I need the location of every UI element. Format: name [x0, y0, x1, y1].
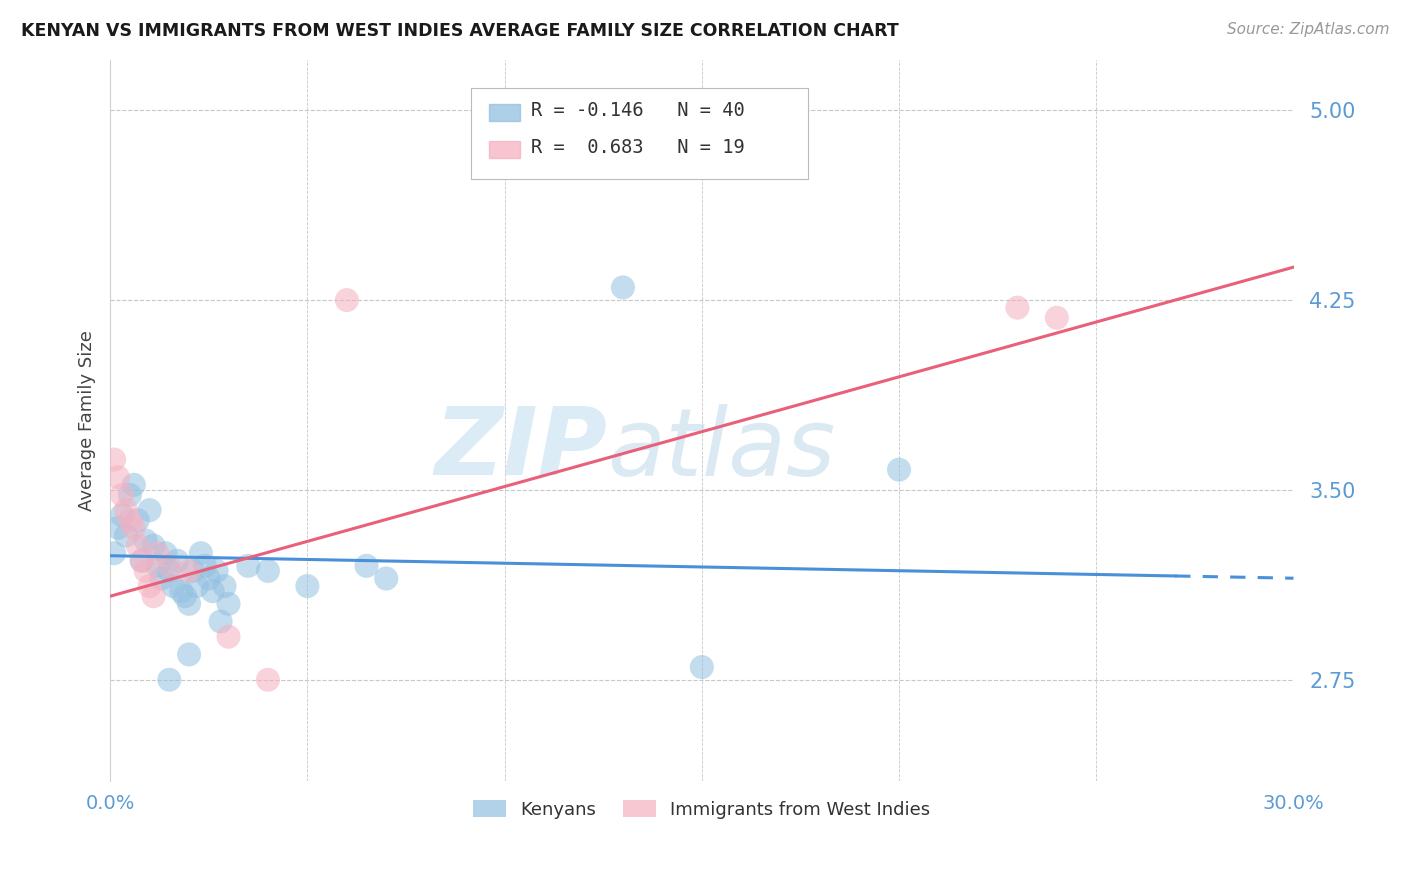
Legend: Kenyans, Immigrants from West Indies: Kenyans, Immigrants from West Indies	[467, 793, 938, 826]
Point	[177, 648, 200, 662]
Point	[127, 513, 149, 527]
Point	[612, 280, 634, 294]
Point	[218, 630, 240, 644]
Point	[111, 508, 134, 523]
Point	[186, 579, 208, 593]
Point	[356, 558, 378, 573]
Point	[150, 572, 173, 586]
Point	[194, 558, 217, 573]
Point	[118, 488, 141, 502]
Text: ZIP: ZIP	[434, 403, 607, 495]
Text: Source: ZipAtlas.com: Source: ZipAtlas.com	[1226, 22, 1389, 37]
Point	[131, 554, 153, 568]
Point	[115, 503, 138, 517]
Point	[690, 660, 713, 674]
Point	[135, 533, 157, 548]
Point	[157, 558, 180, 573]
Point	[218, 597, 240, 611]
Point	[162, 579, 184, 593]
Point	[115, 528, 138, 542]
Point	[201, 584, 224, 599]
Point	[131, 554, 153, 568]
Point	[127, 539, 149, 553]
Point	[190, 546, 212, 560]
Point	[155, 546, 177, 560]
Point	[197, 572, 219, 586]
Point	[166, 554, 188, 568]
Point	[205, 564, 228, 578]
Point	[257, 673, 280, 687]
Point	[138, 503, 160, 517]
Point	[103, 452, 125, 467]
Point	[209, 615, 232, 629]
Point	[336, 293, 359, 307]
Point	[122, 521, 145, 535]
Point	[214, 579, 236, 593]
Point	[177, 564, 200, 578]
Point	[135, 564, 157, 578]
Y-axis label: Average Family Size: Average Family Size	[79, 330, 96, 511]
Point	[297, 579, 319, 593]
Point	[138, 579, 160, 593]
Point	[142, 539, 165, 553]
Point	[146, 558, 169, 573]
Point	[122, 478, 145, 492]
Point	[142, 589, 165, 603]
Point	[118, 513, 141, 527]
FancyBboxPatch shape	[489, 103, 520, 121]
Point	[181, 564, 204, 578]
Text: atlas: atlas	[607, 404, 835, 495]
Text: R =  0.683   N = 19: R = 0.683 N = 19	[531, 138, 745, 157]
Point	[1007, 301, 1029, 315]
Point	[157, 564, 180, 578]
Point	[238, 558, 260, 573]
Point	[146, 546, 169, 560]
Point	[170, 584, 193, 599]
Point	[157, 673, 180, 687]
FancyBboxPatch shape	[471, 88, 808, 178]
Point	[257, 564, 280, 578]
Point	[177, 597, 200, 611]
FancyBboxPatch shape	[489, 141, 520, 159]
Text: R = -0.146   N = 40: R = -0.146 N = 40	[531, 101, 745, 120]
Point	[107, 521, 129, 535]
Point	[887, 463, 910, 477]
Point	[111, 488, 134, 502]
Text: KENYAN VS IMMIGRANTS FROM WEST INDIES AVERAGE FAMILY SIZE CORRELATION CHART: KENYAN VS IMMIGRANTS FROM WEST INDIES AV…	[21, 22, 898, 40]
Point	[103, 546, 125, 560]
Point	[1046, 310, 1069, 325]
Point	[174, 589, 197, 603]
Point	[375, 572, 398, 586]
Point	[107, 470, 129, 484]
